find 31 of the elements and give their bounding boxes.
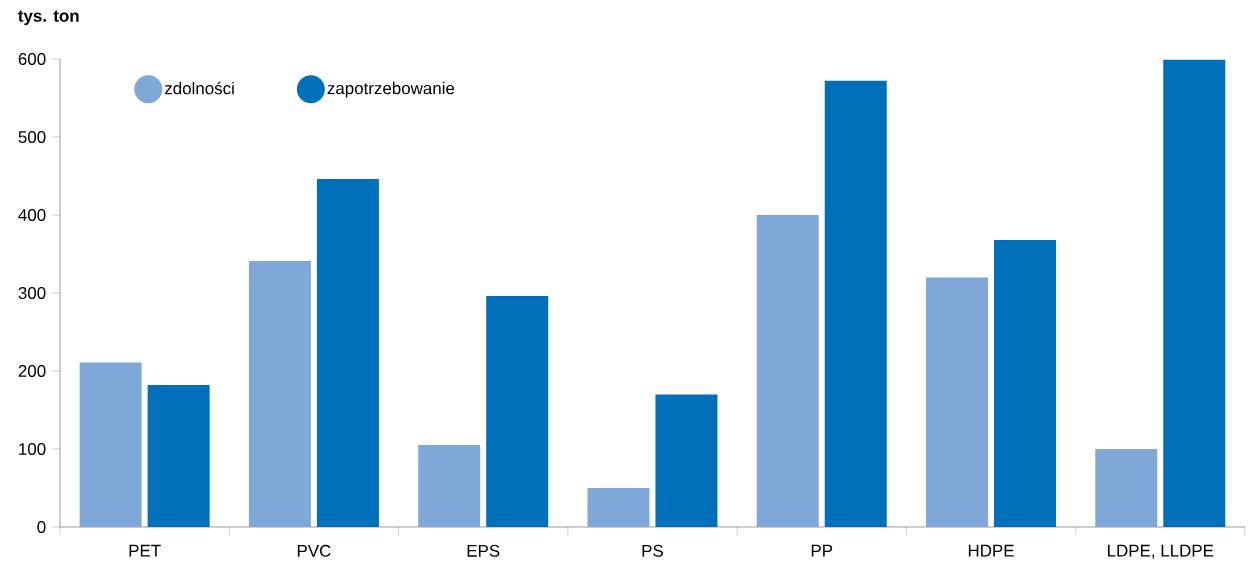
- y-tick-label: 100: [19, 443, 46, 455]
- y-tick-label: 200: [18, 365, 46, 377]
- y-tick-label: 500: [18, 131, 46, 143]
- bar: [1095, 449, 1158, 527]
- x-tick-label: PET: [129, 544, 161, 557]
- bar: [248, 261, 311, 527]
- bar: [824, 80, 887, 527]
- y-tick-label: 300: [18, 287, 46, 299]
- y-axis-title: tys. ton: [18, 10, 79, 26]
- bar: [926, 277, 989, 527]
- bar: [655, 394, 718, 527]
- legend-label: zdolności: [164, 81, 234, 95]
- bar: [79, 362, 142, 527]
- bar: [756, 215, 819, 527]
- y-tick-label: 600: [18, 53, 46, 65]
- x-tick-label: PS: [642, 544, 663, 557]
- y-tick-label: 400: [18, 209, 46, 221]
- bar: [1163, 59, 1226, 527]
- bar: [316, 179, 379, 527]
- x-tick-label: HDPE: [968, 544, 1014, 557]
- legend-label: zapotrzebowanie: [327, 81, 455, 98]
- x-tick-label: LDPE, LLDPE: [1108, 544, 1214, 559]
- x-tick-label: PVC: [297, 544, 331, 557]
- bar: [994, 239, 1057, 527]
- y-tick-label: 0: [37, 521, 46, 533]
- bar: [587, 488, 650, 527]
- bar: [147, 385, 210, 527]
- x-tick-label: PP: [811, 544, 833, 557]
- bar: [418, 445, 481, 527]
- bar: [486, 296, 549, 527]
- x-tick-label: EPS: [467, 544, 500, 557]
